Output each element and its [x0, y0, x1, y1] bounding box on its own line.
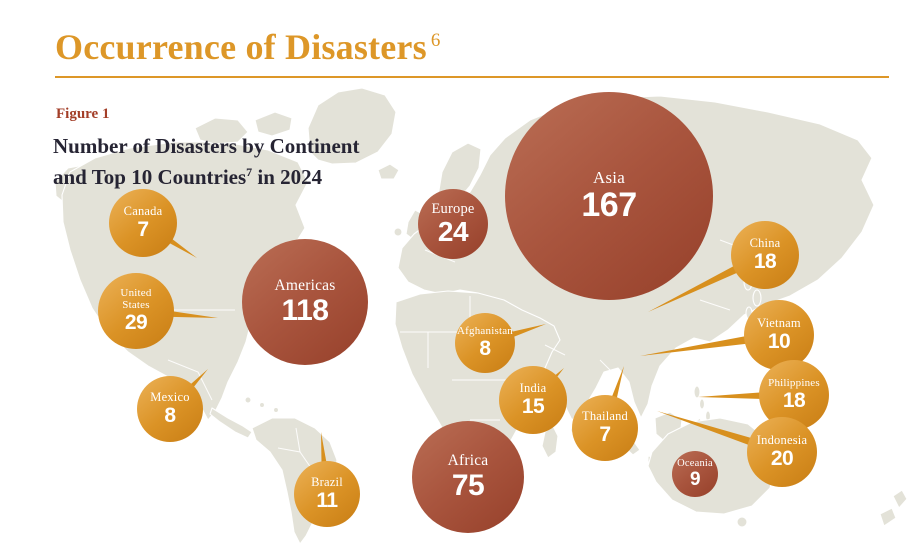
map-arctic-islands-2	[254, 111, 293, 137]
map-central-america	[209, 407, 253, 439]
figure-title-line1: Number of Disasters by Continent	[53, 134, 360, 158]
title-rule	[55, 75, 889, 79]
header: Occurrence of Disasters 6	[55, 27, 889, 79]
connector-afghanistan	[483, 324, 546, 348]
connector-indonesia	[657, 411, 784, 457]
figure-label: Figure 1	[56, 106, 110, 122]
map-new-zealand-north	[892, 489, 908, 509]
map-iceland	[377, 163, 400, 180]
page-title-footnote: 6	[430, 30, 441, 51]
map-philippines-1	[693, 385, 701, 399]
connector-mexico	[166, 369, 208, 413]
connector-china	[648, 250, 768, 312]
connector-thailand	[600, 366, 624, 430]
map-caribbean-1	[244, 396, 252, 404]
figure-title-footnote: 7	[246, 165, 253, 179]
connector-brazil	[321, 432, 332, 495]
map-caribbean-3	[272, 406, 280, 414]
connector-india	[529, 368, 564, 404]
connector-canada	[140, 218, 197, 258]
map-new-zealand-south	[879, 507, 897, 527]
map-greenland	[307, 87, 397, 165]
page-title-text: Occurrence of Disasters	[55, 27, 427, 67]
map-caribbean-2	[258, 401, 266, 409]
map-arctic-islands	[194, 117, 249, 145]
connector-united-states	[135, 306, 218, 318]
page-title: Occurrence of Disasters 6	[55, 27, 889, 68]
figure-title: Number of Disasters by Continent and Top…	[53, 133, 359, 190]
map-ireland	[393, 227, 403, 237]
figure-title-line2: and Top 10 Countries7 in 2024	[53, 165, 323, 189]
connector-philippines	[698, 390, 795, 400]
connector-vietnam	[640, 330, 780, 356]
map-philippines-2	[698, 398, 706, 410]
map-tasmania	[736, 516, 748, 528]
